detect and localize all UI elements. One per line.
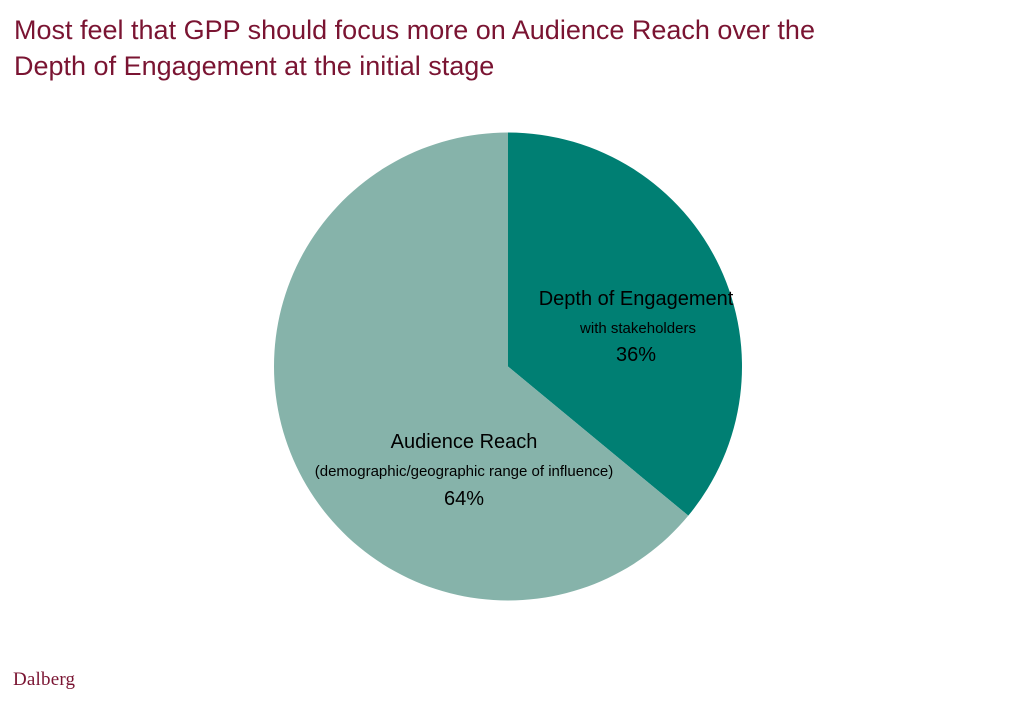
slice-label-depth: Depth of Engagement bbox=[539, 288, 734, 310]
slice-label-audience: Audience Reach bbox=[391, 431, 538, 453]
slice-label-group-audience: Audience Reach (demographic/geographic r… bbox=[315, 431, 614, 510]
slice-value-audience: 64% bbox=[444, 488, 484, 510]
chart-title-line-1: Most feel that GPP should focus more on … bbox=[14, 15, 815, 45]
pie-slice-depth-of-engagement bbox=[508, 132, 743, 516]
slice-label-group-depth: Depth of Engagement with stakeholders 36… bbox=[539, 288, 734, 366]
chart-title: Most feel that GPP should focus more on … bbox=[14, 12, 1004, 84]
slice-sublabel-depth: with stakeholders bbox=[579, 320, 696, 337]
slice-sublabel-audience: (demographic/geographic range of influen… bbox=[315, 463, 614, 480]
chart-title-line-2: Depth of Engagement at the initial stage bbox=[14, 51, 495, 81]
pie-slice-audience-reach bbox=[274, 132, 689, 601]
slice-value-depth: 36% bbox=[616, 344, 656, 366]
pie-slices bbox=[274, 132, 743, 601]
dalberg-logo: Dalberg bbox=[13, 669, 76, 690]
